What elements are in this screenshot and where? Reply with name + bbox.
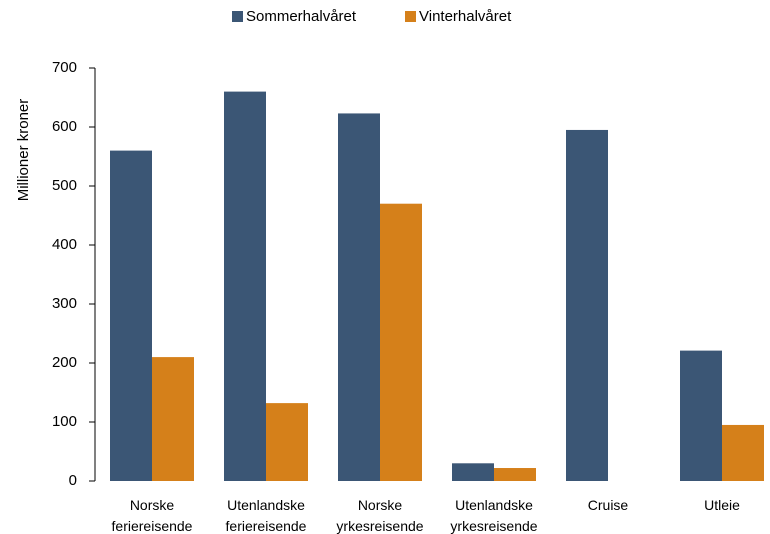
legend-label: Vinterhalvåret	[419, 8, 512, 25]
bar	[266, 403, 308, 481]
bar	[110, 150, 152, 481]
x-tick-label: Utenlandske feriereisende	[225, 497, 307, 534]
y-tick-label: 0	[69, 472, 77, 489]
bar	[494, 468, 536, 481]
bar	[722, 424, 764, 481]
x-tick-label: Utleie	[704, 497, 740, 513]
bar	[152, 357, 194, 481]
x-tick-label: Utenlandske yrkesreisende	[450, 497, 538, 534]
bar	[224, 91, 266, 481]
y-axis-label: Millioner kroner	[15, 99, 32, 202]
x-tick-label: Cruise	[587, 497, 629, 513]
y-tick-label: 600	[52, 118, 77, 135]
x-tick-label: Norske yrkesreisende	[336, 497, 424, 534]
y-tick-label: 100	[52, 413, 77, 430]
bar	[680, 350, 722, 481]
legend-swatch	[232, 11, 243, 22]
y-tick-label: 400	[52, 236, 77, 253]
y-tick-label: 300	[52, 295, 77, 312]
bar	[380, 203, 422, 481]
legend-swatch	[405, 11, 416, 22]
legend-label: Sommerhalvåret	[246, 8, 357, 25]
y-tick-label: 700	[52, 59, 77, 76]
bar	[566, 129, 608, 481]
y-tick-label: 200	[52, 354, 77, 371]
y-tick-label: 500	[52, 177, 77, 194]
x-tick-label: Norske feriereisende	[111, 497, 193, 534]
bar	[338, 113, 380, 482]
bar	[452, 463, 494, 481]
